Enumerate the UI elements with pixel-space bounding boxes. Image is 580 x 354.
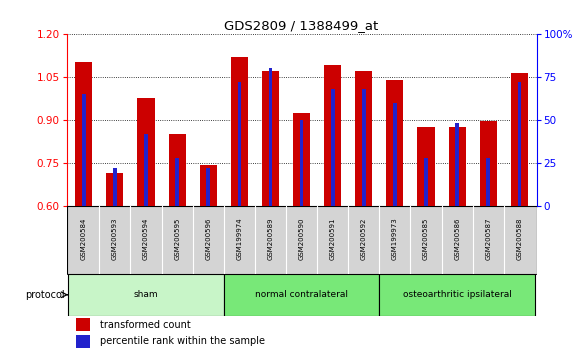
Text: GSM200589: GSM200589: [267, 217, 274, 260]
Bar: [169, 133, 186, 206]
Text: protocol: protocol: [26, 290, 65, 300]
Text: GSM200590: GSM200590: [299, 217, 304, 260]
Text: GSM200591: GSM200591: [329, 217, 336, 260]
Bar: [75, 62, 92, 206]
Text: GSM200586: GSM200586: [454, 217, 460, 260]
Text: GSM200595: GSM200595: [174, 217, 180, 260]
Title: GDS2809 / 1388499_at: GDS2809 / 1388499_at: [224, 19, 379, 33]
Text: percentile rank within the sample: percentile rank within the sample: [100, 336, 264, 347]
Bar: [424, 158, 428, 206]
Bar: [76, 335, 90, 348]
Bar: [362, 89, 366, 206]
Bar: [76, 318, 90, 331]
Bar: [324, 65, 341, 206]
Bar: [206, 169, 210, 206]
Text: sham: sham: [134, 290, 158, 299]
Bar: [455, 124, 459, 206]
Bar: [231, 57, 248, 206]
Bar: [517, 82, 521, 206]
Text: transformed count: transformed count: [100, 320, 190, 330]
Text: GSM200585: GSM200585: [423, 217, 429, 260]
Bar: [106, 173, 124, 206]
Bar: [262, 71, 279, 206]
Bar: [487, 158, 490, 206]
Bar: [237, 82, 241, 206]
Bar: [480, 121, 497, 206]
Text: osteoarthritic ipsilateral: osteoarthritic ipsilateral: [403, 290, 512, 299]
Text: GSM199974: GSM199974: [237, 217, 242, 260]
Text: GSM200588: GSM200588: [516, 217, 523, 260]
Text: GSM200584: GSM200584: [81, 217, 87, 260]
Text: GSM200594: GSM200594: [143, 217, 149, 260]
Bar: [418, 127, 434, 206]
Bar: [448, 127, 466, 206]
Text: GSM199973: GSM199973: [392, 217, 398, 260]
Bar: [224, 274, 379, 316]
Bar: [269, 68, 273, 206]
Bar: [175, 158, 179, 206]
Text: GSM200592: GSM200592: [361, 217, 367, 260]
Bar: [144, 134, 148, 206]
Text: GSM200596: GSM200596: [205, 217, 211, 260]
Bar: [511, 73, 528, 206]
Bar: [356, 71, 372, 206]
Text: GSM200587: GSM200587: [485, 217, 491, 260]
Bar: [200, 165, 217, 206]
Bar: [379, 274, 535, 316]
Bar: [393, 103, 397, 206]
Bar: [113, 169, 117, 206]
Bar: [386, 80, 404, 206]
Bar: [68, 274, 224, 316]
Text: normal contralateral: normal contralateral: [255, 290, 348, 299]
Bar: [293, 113, 310, 206]
Bar: [300, 120, 303, 206]
Bar: [331, 89, 335, 206]
Bar: [137, 98, 155, 206]
Text: GSM200593: GSM200593: [112, 217, 118, 260]
Bar: [82, 94, 86, 206]
